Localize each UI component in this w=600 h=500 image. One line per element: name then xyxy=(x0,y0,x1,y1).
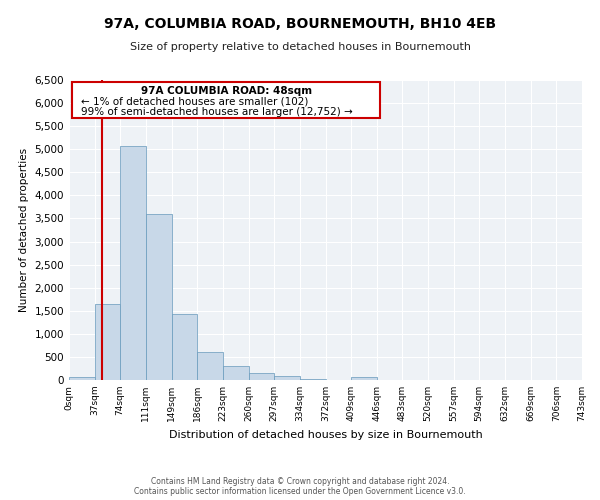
Bar xyxy=(95,304,120,380)
Bar xyxy=(146,214,172,380)
Bar xyxy=(172,314,197,380)
Y-axis label: Number of detached properties: Number of detached properties xyxy=(19,148,29,312)
Text: ← 1% of detached houses are smaller (102): ← 1% of detached houses are smaller (102… xyxy=(81,96,308,106)
FancyBboxPatch shape xyxy=(73,82,380,118)
Bar xyxy=(197,352,223,380)
Text: 97A, COLUMBIA ROAD, BOURNEMOUTH, BH10 4EB: 97A, COLUMBIA ROAD, BOURNEMOUTH, BH10 4E… xyxy=(104,18,496,32)
X-axis label: Distribution of detached houses by size in Bournemouth: Distribution of detached houses by size … xyxy=(169,430,482,440)
Text: Contains public sector information licensed under the Open Government Licence v3: Contains public sector information licen… xyxy=(134,487,466,496)
Bar xyxy=(69,377,95,380)
Text: Contains HM Land Registry data © Crown copyright and database right 2024.: Contains HM Land Registry data © Crown c… xyxy=(151,477,449,486)
Text: 97A COLUMBIA ROAD: 48sqm: 97A COLUMBIA ROAD: 48sqm xyxy=(140,86,311,96)
Bar xyxy=(352,378,377,380)
Text: Size of property relative to detached houses in Bournemouth: Size of property relative to detached ho… xyxy=(130,42,470,52)
Text: 99% of semi-detached houses are larger (12,752) →: 99% of semi-detached houses are larger (… xyxy=(81,107,352,117)
Bar xyxy=(248,373,274,380)
Bar xyxy=(223,366,248,380)
Bar xyxy=(299,378,326,380)
Bar xyxy=(120,146,146,380)
Bar xyxy=(274,376,299,380)
